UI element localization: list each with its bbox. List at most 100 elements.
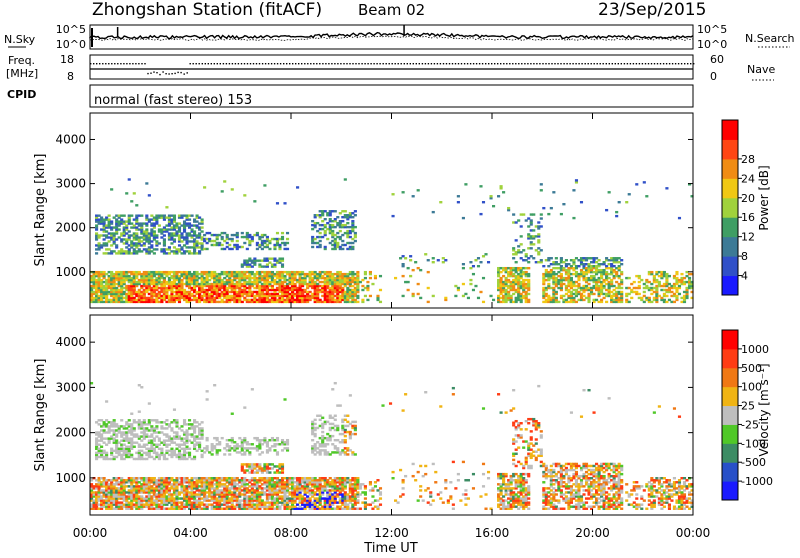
nave-point-75 bbox=[316, 63, 317, 64]
nave-point-55 bbox=[256, 63, 257, 64]
range-gate-cell-2600 bbox=[530, 219, 533, 221]
range-gate-cell-1777 bbox=[168, 246, 171, 248]
range-gate-cell-2369 bbox=[479, 291, 482, 293]
nave-point-149 bbox=[539, 63, 540, 64]
freq-label: Freq. bbox=[8, 54, 35, 67]
range-gate-cell-3234 bbox=[680, 273, 683, 275]
range-gate-cell-3277 bbox=[479, 213, 482, 215]
range-gate-cell-3330 bbox=[253, 200, 256, 202]
nave-point-4 bbox=[102, 63, 103, 64]
nave-point-103 bbox=[401, 63, 402, 64]
range-gate-cell-2574 bbox=[520, 225, 523, 227]
range-gate-cell-3085 bbox=[628, 301, 631, 303]
range-gate-cell-2331 bbox=[419, 297, 422, 299]
nave-point-134 bbox=[494, 63, 495, 64]
range-gate-cell-3311 bbox=[645, 195, 648, 197]
range-gate-cell-3313 bbox=[678, 217, 681, 219]
range-gate-cell-3292 bbox=[547, 213, 550, 215]
range-gate-cell-3285 bbox=[500, 185, 503, 187]
nave-point-73 bbox=[310, 63, 311, 64]
nave-point-129 bbox=[479, 63, 480, 64]
range-gate-cell-1939 bbox=[201, 218, 204, 220]
nave-point-21 bbox=[153, 71, 154, 72]
range-gate-cell-1640 bbox=[135, 232, 138, 234]
range-gate-cell-1761 bbox=[163, 238, 166, 240]
range-gate-cell-2320 bbox=[407, 267, 410, 269]
range-gate-cell-2377 bbox=[492, 299, 495, 301]
range-gate-cell-2360 bbox=[469, 261, 472, 263]
nave-point-146 bbox=[530, 63, 531, 64]
nave-point-2 bbox=[96, 63, 97, 64]
nave-point-57 bbox=[262, 63, 263, 64]
range-gate-cell-2115 bbox=[281, 263, 284, 265]
range-gate-cell-2361 bbox=[472, 289, 475, 291]
range-gate-cell-3289 bbox=[540, 189, 543, 191]
range-gate-cell-2038 bbox=[266, 236, 269, 238]
range-gate-cell-2661 bbox=[547, 283, 550, 285]
nave-point-51 bbox=[244, 63, 245, 64]
nave-point-74 bbox=[313, 63, 314, 64]
nave-point-60 bbox=[271, 63, 272, 64]
nave-point-128 bbox=[476, 63, 477, 64]
range-gate-cell-2703 bbox=[555, 291, 558, 293]
range-gate-cell-1544 bbox=[115, 244, 118, 246]
range-gate-cell-3301 bbox=[580, 201, 583, 203]
range-gate-cell-1708 bbox=[150, 244, 153, 246]
range-gate-cell-2141 bbox=[319, 240, 322, 242]
nave-point-171 bbox=[606, 63, 607, 64]
colorbar-tick-label-0: 4 bbox=[741, 270, 748, 283]
nave-point-198 bbox=[687, 63, 688, 64]
noise-tick-high-right: 10^5 bbox=[697, 23, 727, 36]
nave-point-91 bbox=[364, 63, 365, 64]
nave-point-186 bbox=[651, 63, 652, 64]
nave-point-145 bbox=[527, 63, 528, 64]
range-gate-cell-1532 bbox=[110, 220, 113, 222]
range-gate-cell-1979 bbox=[228, 244, 231, 246]
range-gate-cell-3294 bbox=[552, 191, 555, 193]
nave-point-6 bbox=[108, 63, 109, 64]
range-gate-cell-3290 bbox=[540, 183, 543, 185]
range-gate-cell-2165 bbox=[326, 238, 329, 240]
nave-point-117 bbox=[443, 63, 444, 64]
nave-point-19 bbox=[147, 73, 148, 74]
range-gate-cell-3267 bbox=[392, 193, 395, 195]
nave-point-173 bbox=[612, 63, 613, 64]
nave-point-44 bbox=[223, 63, 224, 64]
colorbar-tick-label-6: 28 bbox=[741, 153, 755, 166]
nave-point-72 bbox=[307, 63, 308, 64]
range-gate-cell-3306 bbox=[618, 201, 621, 203]
range-gate-cell-3271 bbox=[432, 211, 435, 213]
ytick-label-2: 3000 bbox=[55, 177, 86, 191]
noise-tick-low-left: 10^0 bbox=[56, 38, 86, 51]
nave-point-181 bbox=[636, 63, 637, 64]
nave-point-140 bbox=[512, 63, 513, 64]
range-gate-cell-1605 bbox=[128, 230, 131, 232]
range-gate-cell-2619 bbox=[537, 233, 540, 235]
nave-tick-low: 0 bbox=[710, 70, 717, 83]
range-gate-cell-1991 bbox=[236, 240, 239, 242]
range-gate-cell-1902 bbox=[193, 230, 196, 232]
range-gate-cell-3317 bbox=[125, 192, 128, 194]
range-gate-cell-2307 bbox=[379, 289, 382, 291]
range-gate-cell-1999 bbox=[243, 242, 246, 244]
nave-point-40 bbox=[211, 63, 212, 64]
nave-point-178 bbox=[627, 63, 628, 64]
nave-point-59 bbox=[268, 63, 269, 64]
range-gate-cell-2019 bbox=[256, 232, 259, 234]
colorbar-segment-6 bbox=[722, 159, 738, 179]
nave-point-29 bbox=[177, 72, 178, 73]
range-gate-cell-2577 bbox=[522, 249, 525, 251]
nave-point-195 bbox=[678, 63, 679, 64]
nave-point-77 bbox=[322, 63, 323, 64]
nave-point-153 bbox=[551, 63, 552, 64]
nave-point-139 bbox=[509, 63, 510, 64]
nave-point-184 bbox=[645, 63, 646, 64]
range-gate-cell-2236 bbox=[344, 210, 347, 212]
range-gate-cell-2364 bbox=[474, 285, 477, 287]
nave-point-151 bbox=[545, 63, 546, 64]
nave-point-12 bbox=[126, 63, 127, 64]
nave-point-111 bbox=[425, 63, 426, 64]
nave-point-116 bbox=[440, 63, 441, 64]
range-gate-cell-2323 bbox=[409, 255, 412, 257]
